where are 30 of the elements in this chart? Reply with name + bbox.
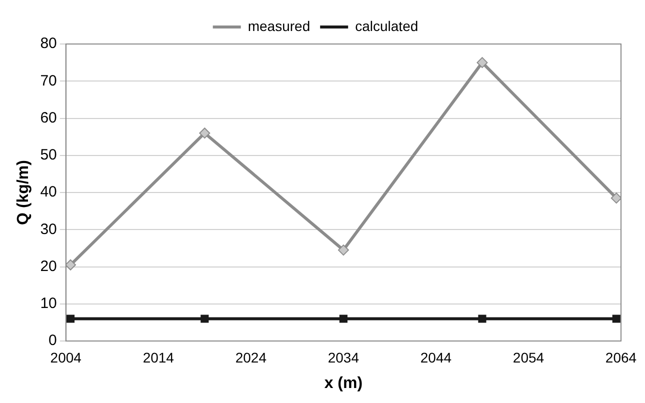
y-axis-title: Q (kg/m) bbox=[15, 160, 32, 225]
y-tick-label: 20 bbox=[40, 258, 57, 275]
legend-label: measured bbox=[248, 18, 310, 34]
y-tick-label: 0 bbox=[48, 332, 57, 350]
point bbox=[200, 314, 209, 323]
point bbox=[478, 314, 486, 323]
point bbox=[338, 244, 349, 256]
y-tick-label: 10 bbox=[40, 295, 57, 312]
y-tick-label: 80 bbox=[40, 35, 57, 52]
point bbox=[612, 314, 620, 323]
x-tick-label: 2004 bbox=[50, 349, 82, 366]
point bbox=[476, 57, 488, 68]
x-tick-label: 2024 bbox=[235, 349, 267, 366]
legend-label: calculated bbox=[355, 18, 418, 34]
point bbox=[610, 192, 621, 204]
y-tick-label: 50 bbox=[40, 146, 57, 164]
x-axis-title: x (m) bbox=[324, 374, 363, 392]
y-tick-label: 30 bbox=[40, 220, 57, 238]
point bbox=[339, 314, 348, 323]
y-tick-label: 40 bbox=[40, 184, 57, 201]
point bbox=[66, 259, 76, 270]
point bbox=[66, 314, 75, 323]
x-tick-label: 2014 bbox=[142, 349, 174, 366]
y-tick-label: 60 bbox=[40, 109, 57, 126]
point bbox=[199, 128, 210, 139]
x-tick-label: 2034 bbox=[328, 349, 360, 366]
x-tick-label: 2064 bbox=[605, 349, 637, 366]
y-tick-label: 70 bbox=[40, 72, 57, 90]
x-tick-label: 2054 bbox=[512, 349, 544, 366]
x-tick-label: 2044 bbox=[420, 349, 452, 366]
